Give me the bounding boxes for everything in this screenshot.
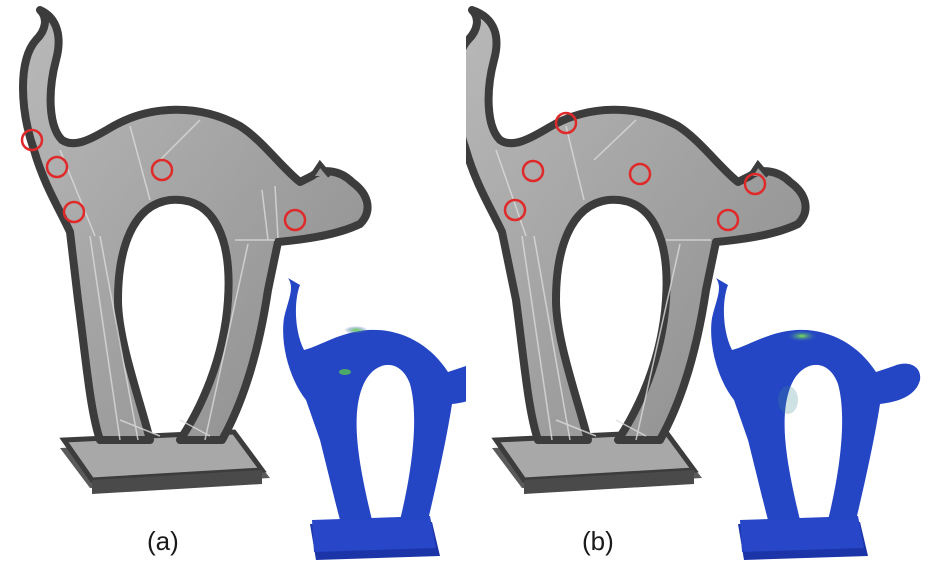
- panel-a: (a): [19, 6, 466, 560]
- marker-circle: [554, 111, 578, 135]
- panel-b: (b): [466, 0, 932, 571]
- marker-group: [503, 111, 767, 232]
- gray-model-base: [59, 429, 270, 494]
- marker-circle: [743, 172, 767, 196]
- marker-circle: [521, 159, 545, 183]
- marker-circle: [20, 128, 44, 152]
- gray-model-ear: [309, 159, 332, 178]
- marker-circle: [62, 200, 86, 224]
- marker-circle: [45, 155, 69, 179]
- gray-model-cat: [19, 6, 372, 444]
- marker-circle: [628, 162, 652, 186]
- panel-caption: (a): [147, 526, 179, 556]
- marker-circle: [150, 158, 174, 182]
- panel-caption: (b): [582, 526, 614, 556]
- panel-b-illustration: [466, 6, 921, 560]
- gray-model-infill: [59, 119, 279, 441]
- marker-circle: [283, 208, 307, 232]
- marker-circle: [503, 198, 527, 222]
- stress-model-cat: [711, 278, 921, 560]
- panel-a-illustration: [19, 6, 466, 560]
- gray-model-base: [491, 429, 702, 494]
- marker-circle: [716, 208, 740, 232]
- stress-model-cat: [283, 278, 466, 560]
- gray-model-infill: [495, 119, 711, 441]
- marker-group: [20, 128, 307, 232]
